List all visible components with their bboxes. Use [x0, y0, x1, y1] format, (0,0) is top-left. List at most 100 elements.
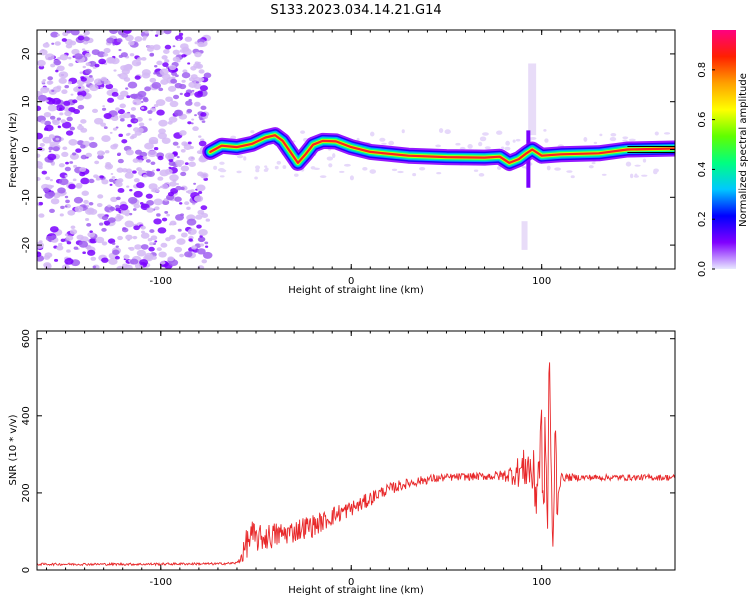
faint-blob [236, 170, 242, 174]
noise-blob [154, 34, 159, 37]
noise-blob [167, 85, 177, 92]
noise-blob [195, 214, 203, 220]
noise-blob [119, 204, 129, 211]
noise-blob [134, 75, 141, 80]
noise-blob [86, 49, 90, 53]
faint-blob [566, 170, 573, 173]
noise-blob [80, 177, 90, 185]
noise-blob [170, 188, 179, 194]
track-layer [209, 134, 675, 164]
noise-blob [156, 189, 160, 193]
noise-blob [190, 189, 195, 193]
noise-blob [166, 213, 171, 217]
faint-blob [265, 167, 269, 171]
noise-blob [74, 205, 84, 213]
noise-blob [105, 161, 112, 167]
noise-blob [116, 38, 123, 43]
faint-blob [274, 165, 279, 170]
noise-blob [147, 238, 153, 242]
noise-blob [188, 161, 196, 167]
noise-blob [164, 211, 169, 214]
noise-blob [94, 63, 100, 68]
noise-blob [69, 126, 76, 131]
faint-blob [313, 167, 320, 170]
faint-blob [653, 168, 659, 173]
noise-blob [119, 90, 129, 97]
noise-blob [153, 72, 157, 75]
spectrogram-y-label: Frequency (Hz) [8, 112, 19, 188]
noise-blob [70, 93, 74, 96]
noise-blob [53, 59, 62, 66]
noise-blob [39, 142, 45, 147]
snr-panel: -100 0 100 0 200 400 600 Height of straight li… [8, 329, 676, 596]
noise-blob [44, 53, 55, 61]
noise-blob [142, 174, 148, 178]
noise-blob [45, 99, 49, 103]
noise-blob [104, 150, 110, 154]
noise-blob [120, 52, 128, 58]
noise-blob [56, 245, 64, 251]
noise-blob [179, 202, 183, 205]
faint-blob [629, 173, 634, 179]
noise-blob [101, 107, 107, 111]
noise-blob [44, 192, 54, 199]
noise-blob [154, 64, 158, 68]
noise-blob [181, 72, 191, 79]
noise-blob [174, 109, 184, 117]
snr-y-tick-label: 200 [21, 483, 32, 502]
noise-blob [159, 169, 169, 177]
faint-blob [255, 168, 260, 173]
noise-blob [132, 235, 138, 240]
noise-blob [188, 81, 197, 88]
noise-blob [84, 53, 91, 58]
noise-blob [88, 178, 95, 184]
noise-blob [111, 242, 116, 245]
noise-blob [75, 148, 82, 153]
faint-blob [379, 137, 386, 142]
noise-blob [153, 147, 159, 151]
noise-blob [78, 123, 82, 127]
noise-blob [84, 68, 92, 74]
faint-blob [343, 163, 351, 167]
noise-blob [152, 169, 155, 172]
noise-blob [147, 150, 158, 158]
noise-blob [115, 196, 121, 201]
noise-blob [89, 238, 98, 244]
snr-axes: -100 0 100 0 200 400 600 [21, 329, 676, 588]
noise-blob [55, 69, 59, 73]
noise-blob [148, 246, 155, 252]
noise-blob [197, 236, 206, 243]
noise-blob [57, 56, 62, 60]
noise-blob [101, 257, 109, 263]
noise-blob [61, 121, 72, 129]
noise-blob [110, 196, 118, 203]
noise-blob [200, 112, 207, 117]
noise-blob [86, 81, 90, 85]
noise-blob [37, 202, 40, 205]
noise-blob [51, 235, 57, 239]
faint-blob [332, 153, 336, 159]
noise-blob [112, 143, 119, 148]
noise-blob [173, 222, 177, 225]
noise-blob [186, 206, 191, 210]
noise-blob [204, 241, 209, 245]
noise-blob [172, 141, 179, 146]
noise-blob [136, 168, 140, 171]
noise-blob [179, 83, 187, 90]
noise-blob [117, 235, 123, 241]
noise-blob [75, 182, 83, 188]
faint-blob [609, 137, 617, 142]
noise-blob [83, 36, 90, 42]
noise-blob [65, 43, 73, 49]
noise-blob [66, 116, 73, 122]
spectrogram-y-tick-label: 10 [21, 95, 32, 108]
noise-blob [138, 122, 145, 127]
noise-blob [43, 111, 52, 118]
noise-blob [100, 122, 107, 127]
noise-blob [144, 142, 154, 150]
faint-blob [591, 162, 596, 165]
noise-blob [60, 205, 65, 210]
noise-blob [83, 199, 89, 204]
